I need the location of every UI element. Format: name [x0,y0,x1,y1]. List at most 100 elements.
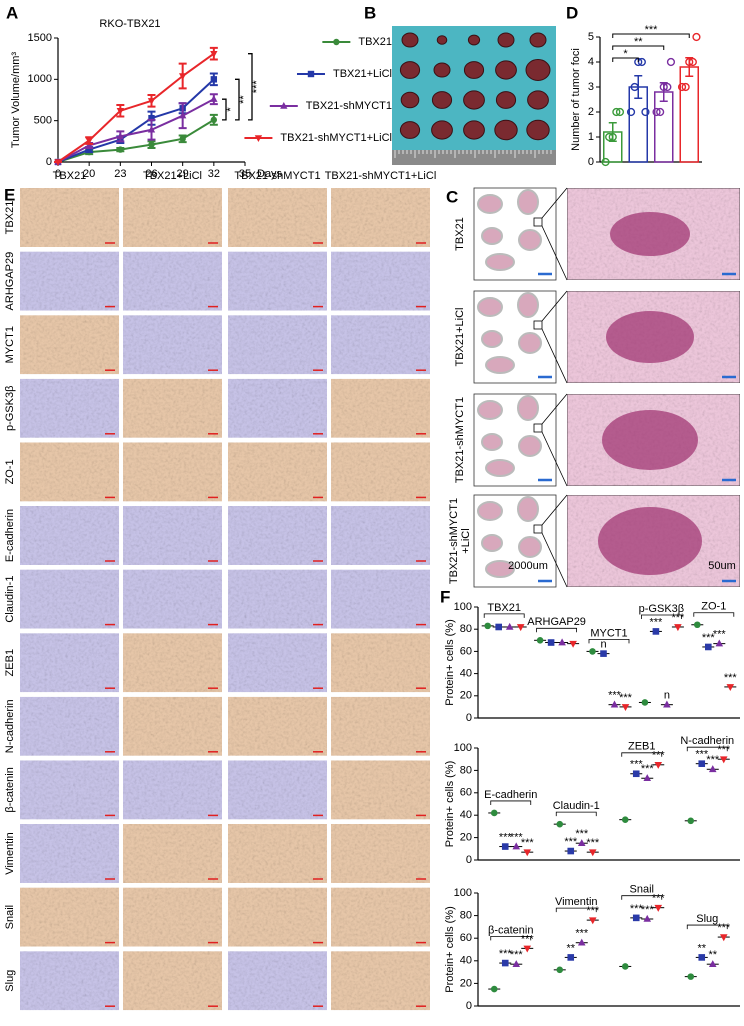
significance-label: ** [708,949,717,961]
significance-label: ** [634,36,643,48]
group-label: ZEB1 [628,741,656,753]
data-point [692,32,701,42]
y-tick-label: 80 [460,764,472,776]
data-point [641,107,650,117]
group-label: MYCT1 [590,627,627,639]
ihc-image [20,760,119,820]
data-point [490,809,498,817]
significance-label: *** [630,903,644,915]
ihc-image [228,633,327,693]
x-tick-label: 29 [177,168,189,180]
y-tick-label: 1 [588,131,594,143]
significance-label: *** [510,949,524,961]
significance-bracket [222,98,227,121]
zoom-line [541,393,568,425]
ihc-image [228,824,327,883]
tumor [431,120,453,140]
lung-section [517,292,539,318]
ihc-image [228,378,327,438]
data-point [556,820,564,828]
legend-marker [280,102,288,109]
data-point [643,914,652,922]
group-label: Snail [630,884,654,896]
legend-label: TBX21 [358,36,392,48]
y-tick-label: 20 [460,977,472,989]
y-tick-label: 0 [466,712,472,724]
ihc-image [331,506,430,565]
ihc-image [123,696,222,756]
group-bracket [536,627,577,633]
y-tick-label: 0 [46,156,52,168]
ihc-image [123,378,222,438]
row-label: TBX21 [454,217,466,251]
y-axis-label: Protein+ cells (%) [444,906,456,993]
group-bracket [490,935,532,941]
ihc-image [331,760,430,820]
ihc-image [123,251,222,311]
ihc-image [123,569,222,629]
ihc-image [331,188,430,247]
zoom-line [541,290,568,322]
zoom-box [533,217,543,227]
ihc-image [20,569,119,629]
y-tick-label: 100 [454,742,472,754]
ihc-image [20,506,119,565]
lung-section [518,435,542,457]
ihc-image [20,696,119,756]
data-point [523,849,532,857]
ihc-image [20,251,119,311]
y-tick-label: 40 [460,809,472,821]
lung-section [517,189,539,215]
significance-label: *** [649,616,663,628]
ihc-image [20,824,119,883]
column-header: TBX21-shMYCT1+LiCl [325,170,437,182]
ihc-image [123,506,222,565]
legend-marker [254,135,263,142]
significance-label: *** [499,831,513,843]
data-point [588,849,597,857]
data-point [698,760,706,767]
significance-label: *** [641,904,655,916]
zoom-line [541,187,568,219]
y-axis-label: Protein+ cells (%) [444,761,456,848]
data-point [621,963,629,970]
data-point [577,839,586,847]
x-tick-label: 0 [55,168,61,180]
data-point [641,699,649,706]
tumor [463,120,485,140]
y-tick-label: 60 [460,787,472,799]
lung-section [481,227,503,245]
lung-section [481,534,503,552]
data-point [632,914,640,922]
ihc-image [228,251,327,311]
row-label: TBX21+LiCl [454,307,466,366]
lung-section [485,459,515,477]
significance-label: *** [702,632,716,644]
row-label: MYCT1 [4,326,16,363]
data-point [687,817,695,825]
significance-bracket [235,78,240,121]
significance-label: ** [238,95,250,104]
data-point [577,938,586,946]
significance-label: ** [566,942,575,954]
significance-label: *** [652,750,666,762]
legend-label: TBX21-shMYCT1 [306,100,392,112]
data-point [659,82,668,92]
bar [679,66,699,163]
significance-label: *** [619,692,633,704]
y-tick-label: 5 [588,31,594,43]
ihc-image [331,887,430,947]
ihc-image [123,442,222,502]
group-label: ARHGAP29 [527,616,586,628]
group-label: E-cadherin [484,789,537,801]
lung-section [485,356,515,374]
data-point [117,146,124,153]
significance-label: *** [706,754,720,766]
y-tick-label: 1000 [28,73,52,85]
data-point [694,621,701,629]
y-tick-label: 80 [460,623,472,635]
ihc-image [228,696,327,756]
ihc-image [331,951,430,1011]
